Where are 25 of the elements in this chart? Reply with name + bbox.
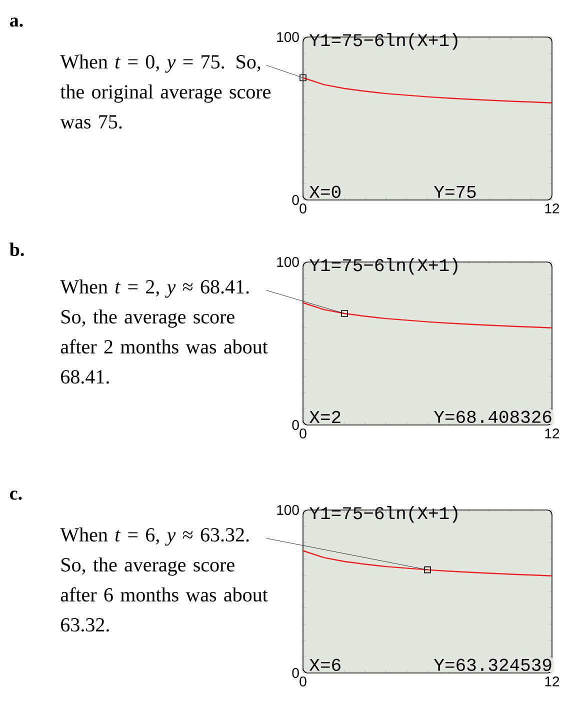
line-series xyxy=(302,302,553,328)
chart-title: Y1=75−6ln(X+1) xyxy=(309,506,458,523)
annotation: Y=68.408326 xyxy=(434,410,552,423)
y-tick-label: 100 xyxy=(277,257,299,267)
annotation: X=6 xyxy=(309,658,340,671)
y-tick-label: 0 xyxy=(292,195,299,205)
annotation: When t = 0, y = 75. So, the original average score was 75. xyxy=(60,54,270,129)
annotation: Y=63.324539 xyxy=(434,658,552,671)
text: b. xyxy=(10,242,24,256)
y-tick-label: 0 xyxy=(292,420,299,430)
annotation: When t = 2, y ≈ 68.41. So, the average score after 2 months was about 68.41. xyxy=(60,279,268,384)
annotation: When t = 6, y ≈ 63.32. So, the average score after 6 months was about 63.32. xyxy=(60,527,268,632)
annotation: X=2 xyxy=(309,410,340,423)
x-tick-label: 12 xyxy=(545,204,560,214)
text: c. xyxy=(10,490,22,500)
annotation: X=0 xyxy=(309,186,340,198)
chart-title: Y1=75−6ln(X+1) xyxy=(309,33,458,50)
chart-title: Y1=75−6ln(X+1) xyxy=(309,258,458,275)
text: a. xyxy=(10,18,23,27)
x-tick-label: 12 xyxy=(545,676,560,686)
y-tick-label: 0 xyxy=(292,668,299,678)
annotation: Y=75 xyxy=(434,186,476,198)
x-tick-label: 12 xyxy=(545,428,560,438)
y-tick-label: 100 xyxy=(277,505,299,515)
y-tick-label: 100 xyxy=(277,32,299,42)
